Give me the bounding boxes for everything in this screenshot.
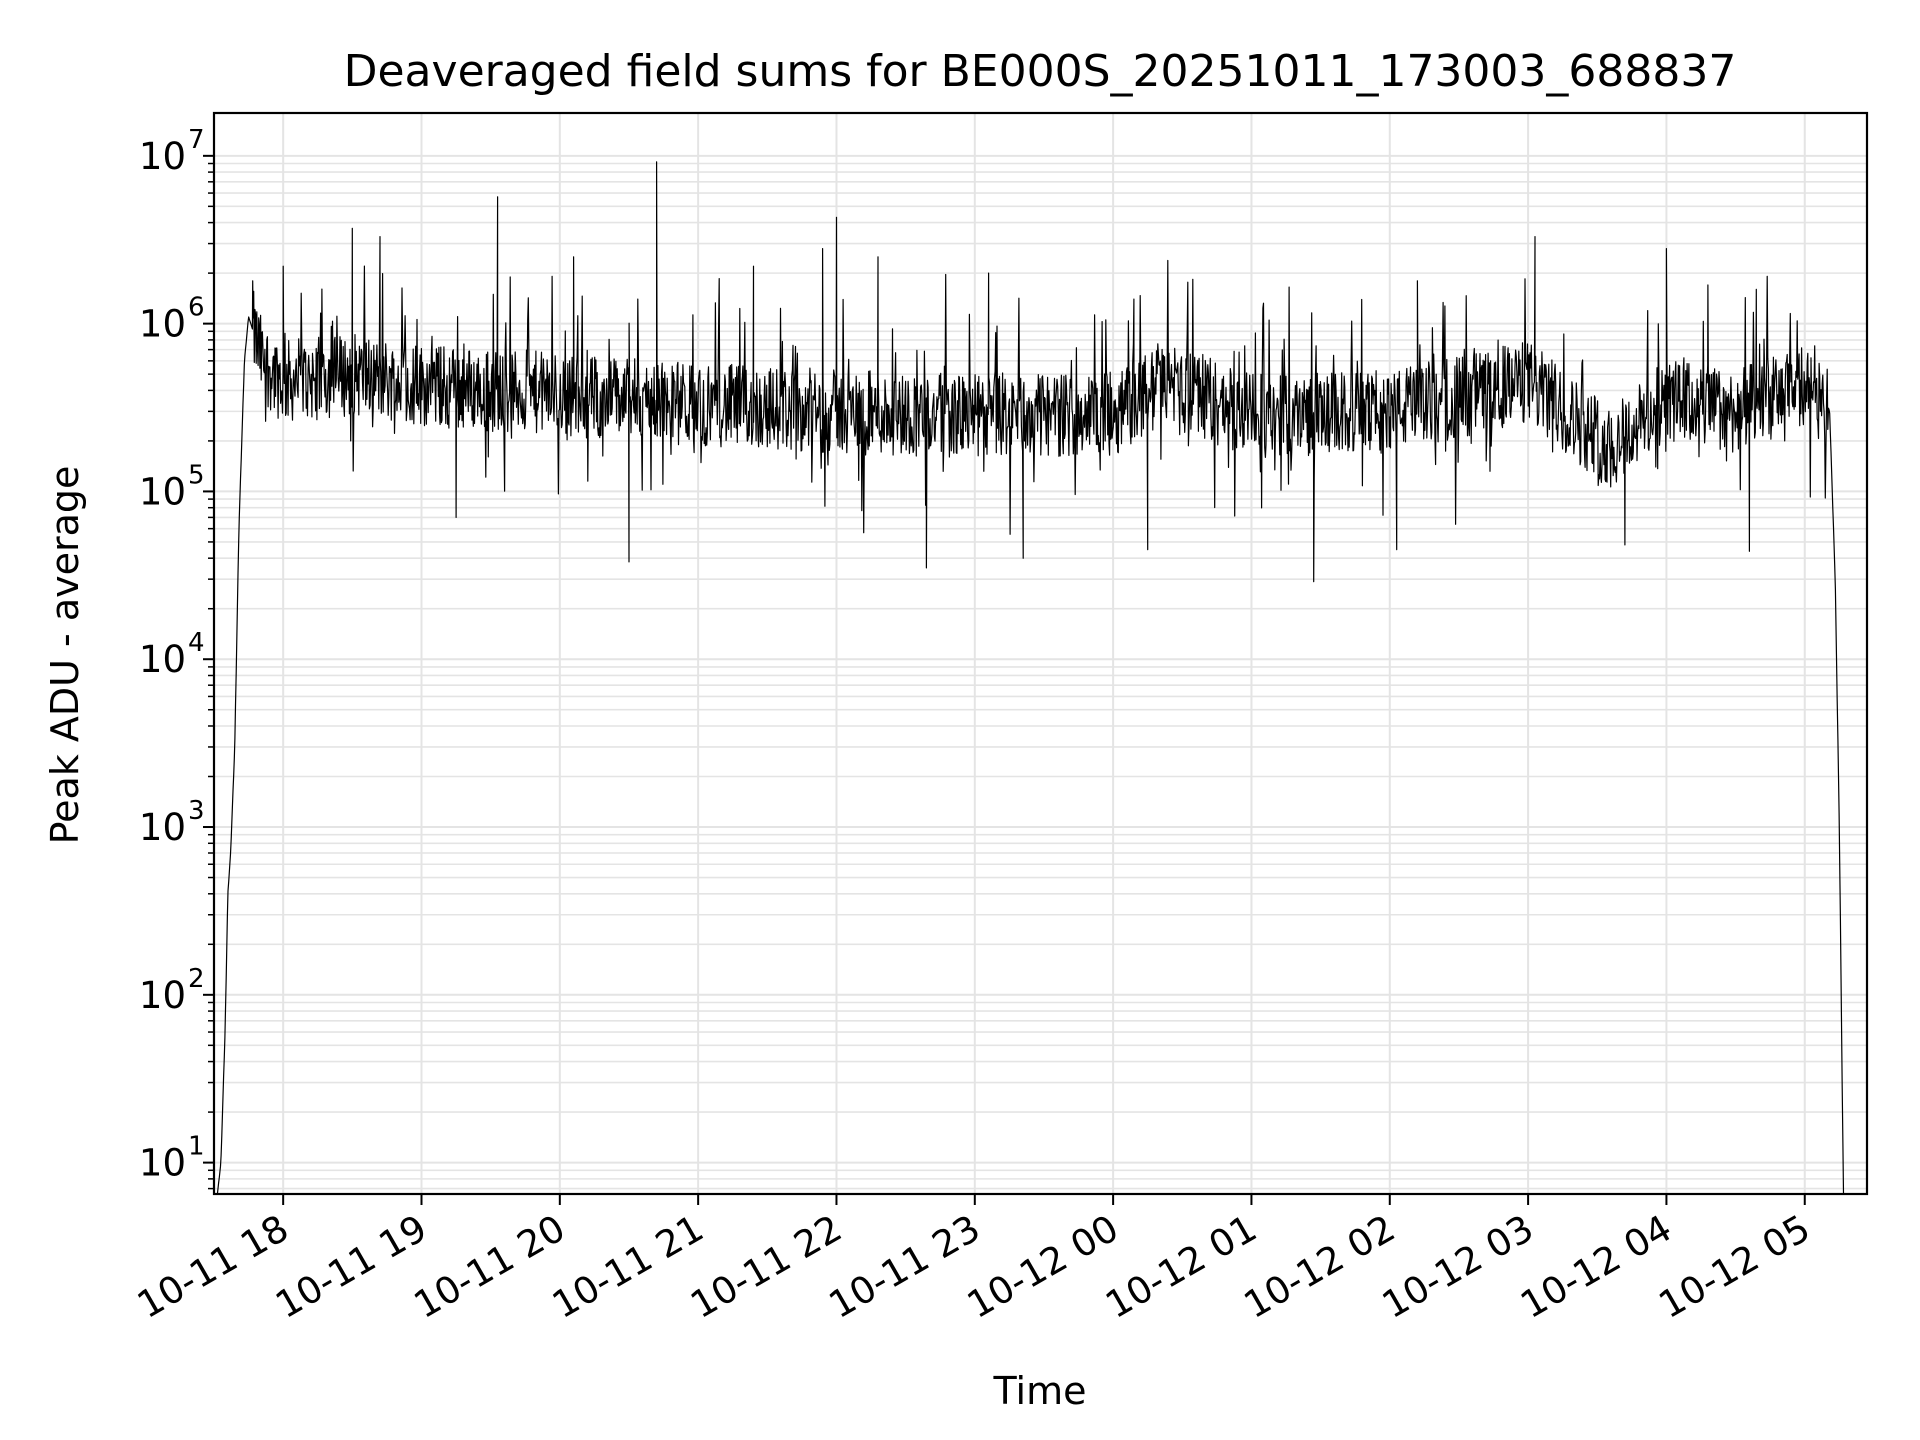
y-tick-label: 10 [139,303,186,346]
y-tick-label: 10 [139,135,186,178]
series-layer [216,161,1845,1195]
y-tick-label: 10 [139,806,186,849]
y-tick-label: 10 [139,974,186,1017]
y-tick-exponent: 1 [188,1132,205,1162]
chart-title: Deaveraged field sums for BE000S_2025101… [344,46,1737,97]
y-tick-label: 10 [139,638,186,681]
x-axis-label: Time [993,1369,1087,1413]
y-tick-label: 10 [139,1142,186,1185]
y-axis-label: Peak ADU - average [43,466,87,845]
y-tick-exponent: 3 [188,796,205,826]
grid [214,113,1867,1194]
y-tick-exponent: 5 [188,460,205,490]
axis-ticks [203,154,1806,1205]
y-tick-label: 10 [139,470,186,513]
y-tick-exponent: 6 [188,293,205,323]
series-line [216,161,1845,1195]
y-tick-exponent: 2 [188,964,205,994]
y-tick-exponent: 4 [188,628,205,658]
y-tick-exponent: 7 [188,125,205,155]
plot-frame [212,111,1869,1196]
